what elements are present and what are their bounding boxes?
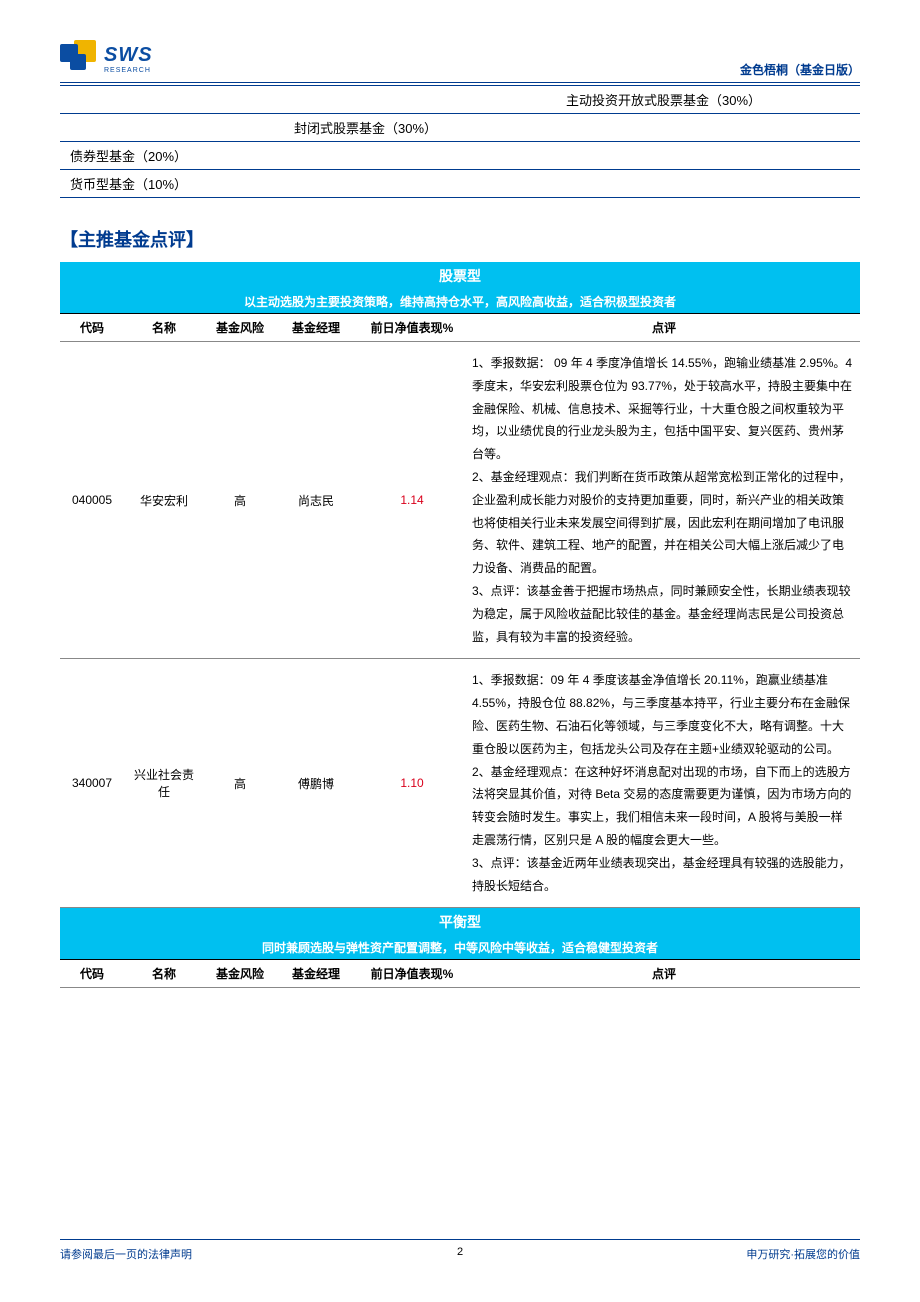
fund-cell-code: 040005 bbox=[60, 342, 124, 659]
fund-row: 340007兴业社会责任高傅鹏博1.101、季报数据：09 年 4 季度该基金净… bbox=[60, 659, 860, 908]
allocation-cell: 债券型基金（20%） bbox=[60, 142, 284, 170]
category-title: 股票型 bbox=[60, 262, 860, 290]
footer-page-number: 2 bbox=[60, 1246, 860, 1258]
fund-cell-perf: 1.10 bbox=[356, 659, 468, 908]
header-right-title: 金色梧桐（基金日版） bbox=[740, 61, 860, 78]
fund-cell-code: 340007 bbox=[60, 659, 124, 908]
allocation-cell: 货币型基金（10%） bbox=[60, 170, 284, 198]
section-title: 【主推基金点评】 bbox=[60, 226, 860, 252]
column-header-code: 代码 bbox=[60, 314, 124, 342]
column-header-name: 名称 bbox=[124, 960, 204, 988]
allocation-cell: 主动投资开放式股票基金（30%） bbox=[556, 86, 860, 114]
column-header-manager: 基金经理 bbox=[276, 314, 356, 342]
allocation-cell bbox=[284, 170, 556, 198]
column-header-manager: 基金经理 bbox=[276, 960, 356, 988]
allocation-cell: 封闭式股票基金（30%） bbox=[284, 114, 556, 142]
fund-cell-manager: 尚志民 bbox=[276, 342, 356, 659]
brand-name: SWS bbox=[104, 44, 153, 67]
fund-cell-manager: 傅鹏博 bbox=[276, 659, 356, 908]
fund-cell-perf: 1.14 bbox=[356, 342, 468, 659]
category-subtitle: 同时兼顾选股与弹性资产配置调整，中等风险中等收益，适合稳健型投资者 bbox=[60, 936, 860, 960]
column-header-name: 名称 bbox=[124, 314, 204, 342]
column-header-row: 代码名称基金风险基金经理前日净值表现%点评 bbox=[60, 314, 860, 342]
fund-cell-name: 兴业社会责任 bbox=[124, 659, 204, 908]
allocation-cell bbox=[556, 114, 860, 142]
allocation-cell bbox=[284, 86, 556, 114]
column-header-risk: 基金风险 bbox=[204, 314, 276, 342]
page-footer: 请参阅最后一页的法律声明 2 申万研究·拓展您的价值 bbox=[60, 1239, 860, 1262]
category-subtitle-row: 以主动选股为主要投资策略，维持高持仓水平，高风险高收益，适合积极型投资者 bbox=[60, 290, 860, 314]
allocation-cell bbox=[556, 142, 860, 170]
fund-review-table: 股票型以主动选股为主要投资策略，维持高持仓水平，高风险高收益，适合积极型投资者代… bbox=[60, 262, 860, 988]
fund-cell-comment: 1、季报数据：09 年 4 季度该基金净值增长 20.11%，跑赢业绩基准 4.… bbox=[468, 659, 860, 908]
category-subtitle: 以主动选股为主要投资策略，维持高持仓水平，高风险高收益，适合积极型投资者 bbox=[60, 290, 860, 314]
fund-cell-risk: 高 bbox=[204, 342, 276, 659]
category-title: 平衡型 bbox=[60, 908, 860, 937]
fund-cell-name: 华安宏利 bbox=[124, 342, 204, 659]
category-header: 平衡型 bbox=[60, 908, 860, 937]
allocation-row: 货币型基金（10%） bbox=[60, 170, 860, 198]
allocation-cell bbox=[284, 142, 556, 170]
column-header-risk: 基金风险 bbox=[204, 960, 276, 988]
column-header-row: 代码名称基金风险基金经理前日净值表现%点评 bbox=[60, 960, 860, 988]
allocation-table: 主动投资开放式股票基金（30%）封闭式股票基金（30%）债券型基金（20%）货币… bbox=[60, 85, 860, 198]
allocation-row: 主动投资开放式股票基金（30%） bbox=[60, 86, 860, 114]
allocation-row: 封闭式股票基金（30%） bbox=[60, 114, 860, 142]
column-header-code: 代码 bbox=[60, 960, 124, 988]
allocation-cell bbox=[60, 86, 284, 114]
fund-cell-risk: 高 bbox=[204, 659, 276, 908]
column-header-perf: 前日净值表现% bbox=[356, 314, 468, 342]
logo: SWS RESEARCH bbox=[60, 40, 153, 78]
allocation-cell bbox=[556, 170, 860, 198]
fund-row: 040005华安宏利高尚志民1.141、季报数据： 09 年 4 季度净值增长 … bbox=[60, 342, 860, 659]
fund-cell-comment: 1、季报数据： 09 年 4 季度净值增长 14.55%，跑输业绩基准 2.95… bbox=[468, 342, 860, 659]
column-header-comment: 点评 bbox=[468, 314, 860, 342]
page-header: SWS RESEARCH 金色梧桐（基金日版） bbox=[60, 40, 860, 83]
category-subtitle-row: 同时兼顾选股与弹性资产配置调整，中等风险中等收益，适合稳健型投资者 bbox=[60, 936, 860, 960]
column-header-perf: 前日净值表现% bbox=[356, 960, 468, 988]
allocation-row: 债券型基金（20%） bbox=[60, 142, 860, 170]
allocation-cell bbox=[60, 114, 284, 142]
brand-sub: RESEARCH bbox=[104, 67, 153, 74]
column-header-comment: 点评 bbox=[468, 960, 860, 988]
logo-icon bbox=[60, 40, 98, 78]
category-header: 股票型 bbox=[60, 262, 860, 290]
